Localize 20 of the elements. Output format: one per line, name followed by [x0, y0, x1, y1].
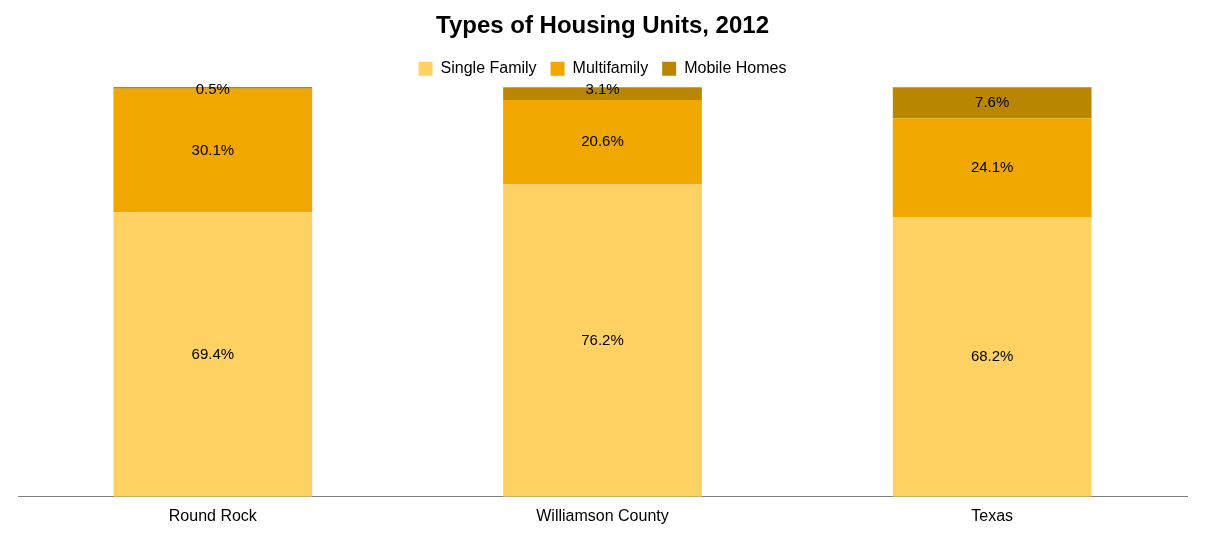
x-tick-label: Williamson County: [536, 506, 669, 524]
data-label: 68.2%: [970, 347, 1014, 365]
bar: [892, 87, 1092, 119]
data-label: 20.6%: [581, 132, 624, 150]
bar: [892, 118, 1092, 218]
bar: [503, 99, 702, 185]
legend-label: Single Family: [440, 59, 537, 77]
data-label: 76.2%: [581, 330, 624, 348]
bar: [892, 217, 1092, 497]
chart-title: Types of Housing Units, 2012: [436, 11, 769, 39]
x-tick-label: Round Rock: [168, 506, 258, 524]
bar: [503, 184, 702, 497]
bar: [113, 212, 313, 497]
legend-label: Mobile Homes: [684, 59, 787, 77]
data-label: 69.4%: [191, 344, 235, 362]
legend-label: Multifamily: [572, 59, 649, 77]
data-label: 30.1%: [191, 140, 235, 158]
data-label: 24.1%: [970, 157, 1014, 175]
data-label: 7.6%: [975, 92, 1010, 110]
x-tick-label: Texas: [971, 506, 1014, 524]
